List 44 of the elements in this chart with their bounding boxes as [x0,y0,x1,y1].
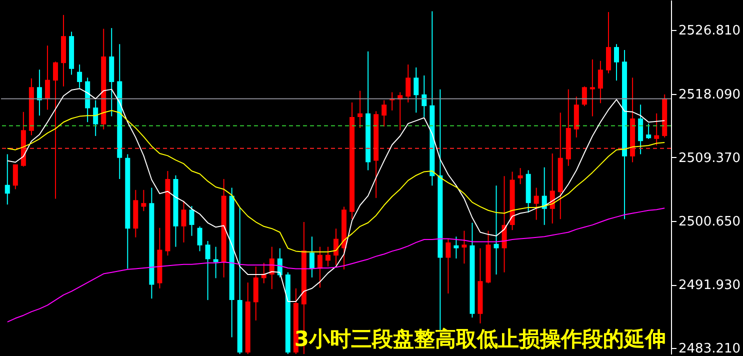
candlestick [44,45,50,110]
candlestick [77,64,82,88]
candlestick [534,187,539,220]
y-tick-label: 2526.810 [678,24,741,39]
candlestick [358,90,363,128]
y-tick-label: 2509.370 [678,150,741,166]
candlestick [454,236,459,259]
candlestick [334,228,338,266]
candlestick [189,205,194,236]
candlestick [590,58,595,117]
candlestick [12,164,18,190]
candlestick [317,246,322,288]
candlestick [638,104,644,155]
y-tick-label: 2518.090 [678,87,741,102]
candlestick [518,168,523,185]
candlestick [614,44,619,82]
candlestick [197,226,202,252]
candlestick [654,112,660,146]
candlestick [606,12,611,74]
candlestick [646,123,652,140]
candlestick [462,230,467,264]
candlestick [414,66,419,114]
candlestick [213,246,218,279]
y-tick-label: 2491.930 [678,278,741,294]
candlestick [205,240,210,301]
candlestick [309,236,314,278]
candlestick [53,61,58,200]
candlestick [406,64,411,103]
candlestick [502,176,507,273]
candlestick [325,246,330,268]
line-series [6,208,666,322]
candlestick [494,185,499,276]
candlestick [36,69,42,116]
candlestick [422,74,427,118]
candlestick [382,100,387,128]
candlestick [181,200,186,243]
candlestick [446,238,451,294]
candlestick [4,154,10,206]
candlestick [598,60,603,104]
candlestick [141,189,146,212]
y-tick-label: 2500.650 [678,214,741,230]
y-tick-label: 2483.210 [678,342,741,356]
candlestick [93,100,98,136]
candlestick [582,86,587,107]
